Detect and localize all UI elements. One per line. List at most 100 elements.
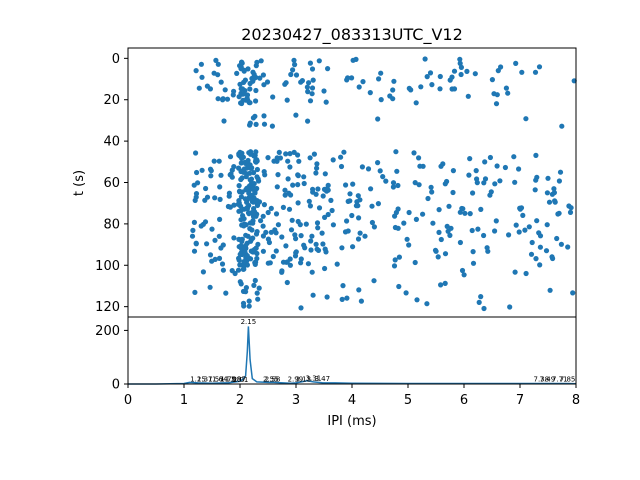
raster-point [534, 174, 540, 180]
raster-point [472, 71, 478, 77]
raster-point [211, 158, 217, 164]
histogram-peak-label: 3.13 [296, 376, 312, 384]
histogram-peak-label: 1.88 [226, 376, 242, 384]
raster-point [360, 79, 366, 85]
histogram-x-tick-label: 3 [292, 393, 300, 408]
raster-point [305, 89, 311, 95]
raster-point [264, 79, 271, 85]
raster-point [316, 58, 322, 64]
histogram-peak-label: 7.38 [534, 376, 550, 384]
histogram-peak-label: 1.37 [197, 376, 213, 384]
raster-point [270, 253, 276, 260]
raster-point [225, 203, 231, 210]
raster-point [544, 222, 550, 228]
raster-point [287, 164, 293, 170]
histogram-peak-label: 2.55 [263, 376, 279, 384]
raster-point [261, 82, 267, 88]
histogram-panel: 1.251.371.571.641.791.881.972.01 2.15 2.55… [95, 316, 580, 429]
raster-point [362, 233, 368, 239]
raster-point [288, 227, 295, 233]
histogram-y-tick-label: 200 [95, 324, 120, 339]
raster-point [248, 238, 254, 244]
raster-point [498, 64, 504, 70]
raster-point [314, 165, 320, 171]
raster-point [459, 267, 466, 274]
raster-point [305, 118, 311, 124]
raster-point [246, 163, 252, 169]
raster-point [256, 285, 262, 291]
raster-point [220, 267, 226, 273]
raster-point [265, 155, 271, 161]
raster-point [476, 299, 482, 305]
raster-point [544, 190, 551, 196]
raster-point [245, 185, 251, 191]
raster-y-tick-label: 20 [103, 93, 120, 108]
raster-point [293, 112, 299, 118]
raster-point [190, 227, 196, 233]
raster-point [473, 168, 479, 174]
raster-point [253, 121, 259, 127]
raster-point [310, 292, 316, 298]
raster-point [519, 69, 525, 75]
raster-point [457, 60, 463, 66]
raster-point [191, 219, 197, 225]
raster-point [420, 163, 426, 169]
raster-point [221, 118, 227, 124]
raster-point [243, 285, 249, 291]
raster-point [375, 201, 381, 207]
histogram-x-label: IPI (ms) [327, 414, 376, 429]
raster-point [338, 163, 345, 170]
raster-point [556, 178, 563, 184]
raster-point [371, 224, 377, 230]
raster-point [292, 62, 298, 68]
raster-point [469, 227, 475, 234]
histogram-peak-label: 1.79 [220, 376, 236, 384]
raster-point [322, 214, 328, 220]
raster-point [265, 260, 271, 266]
raster-point [357, 197, 363, 203]
raster-point [356, 287, 362, 293]
raster-point [193, 191, 200, 197]
raster-point [305, 261, 311, 267]
raster-y-tick-label: 100 [95, 259, 120, 274]
raster-point [240, 91, 247, 97]
raster-point [404, 236, 410, 242]
raster-point [198, 223, 204, 229]
raster-point [217, 196, 223, 202]
histogram-peak-label: 1.97 [231, 376, 247, 384]
raster-point [303, 221, 309, 227]
histogram-peak-label: 7.71 [552, 376, 568, 384]
raster-point [344, 295, 350, 301]
raster-point [314, 161, 320, 167]
raster-point [446, 203, 452, 209]
raster-point [356, 215, 362, 221]
raster-point [432, 247, 439, 253]
raster-point [345, 228, 351, 234]
raster-point [290, 67, 296, 73]
raster-point [203, 185, 209, 192]
raster-point [244, 206, 250, 212]
raster-point [207, 166, 214, 172]
raster-point [458, 71, 464, 78]
raster-point [193, 68, 199, 74]
raster-point [406, 209, 412, 216]
raster-point [418, 84, 424, 90]
raster-point [229, 167, 235, 173]
raster-point [406, 242, 412, 248]
raster-point [250, 248, 256, 254]
raster-point [284, 279, 290, 286]
raster-point [268, 205, 274, 211]
raster-point [438, 163, 444, 169]
raster-point [451, 68, 458, 74]
raster-point [422, 56, 428, 62]
raster-point [394, 168, 400, 174]
raster-point [212, 195, 218, 201]
raster-point [265, 209, 271, 216]
raster-point [251, 187, 257, 193]
raster-point [470, 260, 477, 266]
raster-point [216, 233, 222, 239]
raster-point [464, 68, 470, 74]
raster-point [301, 174, 307, 180]
histogram-y-tick-label: 0 [112, 378, 120, 393]
